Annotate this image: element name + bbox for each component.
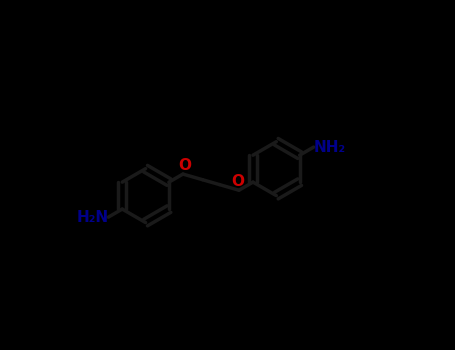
Text: O: O (178, 158, 191, 173)
Text: NH₂: NH₂ (313, 140, 346, 155)
Text: O: O (231, 174, 244, 189)
Text: H₂N: H₂N (76, 210, 108, 225)
